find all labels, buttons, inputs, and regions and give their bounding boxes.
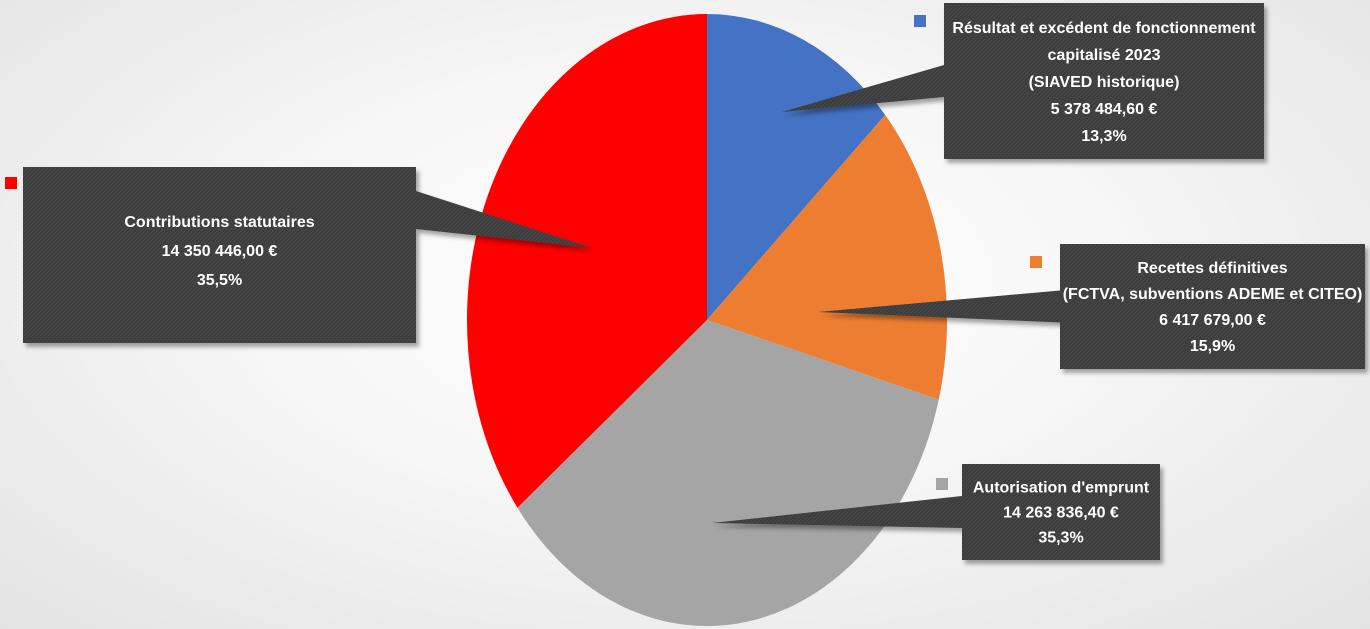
pie-slices <box>466 13 948 627</box>
label-category-line: capitalisé 2023 <box>1048 47 1161 64</box>
label-value: 14 350 446,00 € <box>162 243 278 260</box>
label-category-line: Contributions statutaires <box>124 214 314 231</box>
pie-slice-0 <box>707 13 886 320</box>
label-callout-box <box>712 464 1160 560</box>
label-category-line: Recettes définitives <box>1137 260 1287 277</box>
label-percent: 15,9% <box>1190 338 1235 355</box>
label-callout-box <box>782 3 1264 159</box>
label-percent: 35,5% <box>197 272 242 289</box>
label-value: 6 417 679,00 € <box>1159 312 1266 329</box>
legend-key-2 <box>936 478 948 490</box>
data-label-0 <box>782 3 1264 159</box>
legend-key-0 <box>914 15 926 27</box>
legend-key-3 <box>5 177 17 189</box>
pie-slice-3 <box>466 14 707 508</box>
label-callout-box <box>23 167 592 343</box>
label-value: 5 378 484,60 € <box>1051 101 1158 118</box>
label-percent: 35,3% <box>1038 530 1083 547</box>
label-category-line: (SIAVED historique) <box>1029 74 1180 91</box>
label-callout-box <box>818 244 1365 369</box>
legend-key-1 <box>1030 256 1042 268</box>
data-label-2 <box>712 464 1160 560</box>
label-percent: 13,3% <box>1081 128 1126 145</box>
data-labels: Résultat et excédent de fonctionnement ca… <box>5 3 1365 560</box>
label-category-line: Résultat et excédent de fonctionnement <box>952 20 1256 37</box>
label-value: 14 263 836,40 € <box>1003 505 1119 522</box>
label-category-line: (FCTVA, subventions ADEME et CITEO) <box>1063 286 1363 303</box>
pie-slice-1 <box>707 114 948 400</box>
data-label-1 <box>818 244 1365 369</box>
data-label-3 <box>23 167 592 343</box>
pie-slice-2 <box>517 320 939 627</box>
label-category-line: Autorisation d'emprunt <box>973 480 1150 497</box>
